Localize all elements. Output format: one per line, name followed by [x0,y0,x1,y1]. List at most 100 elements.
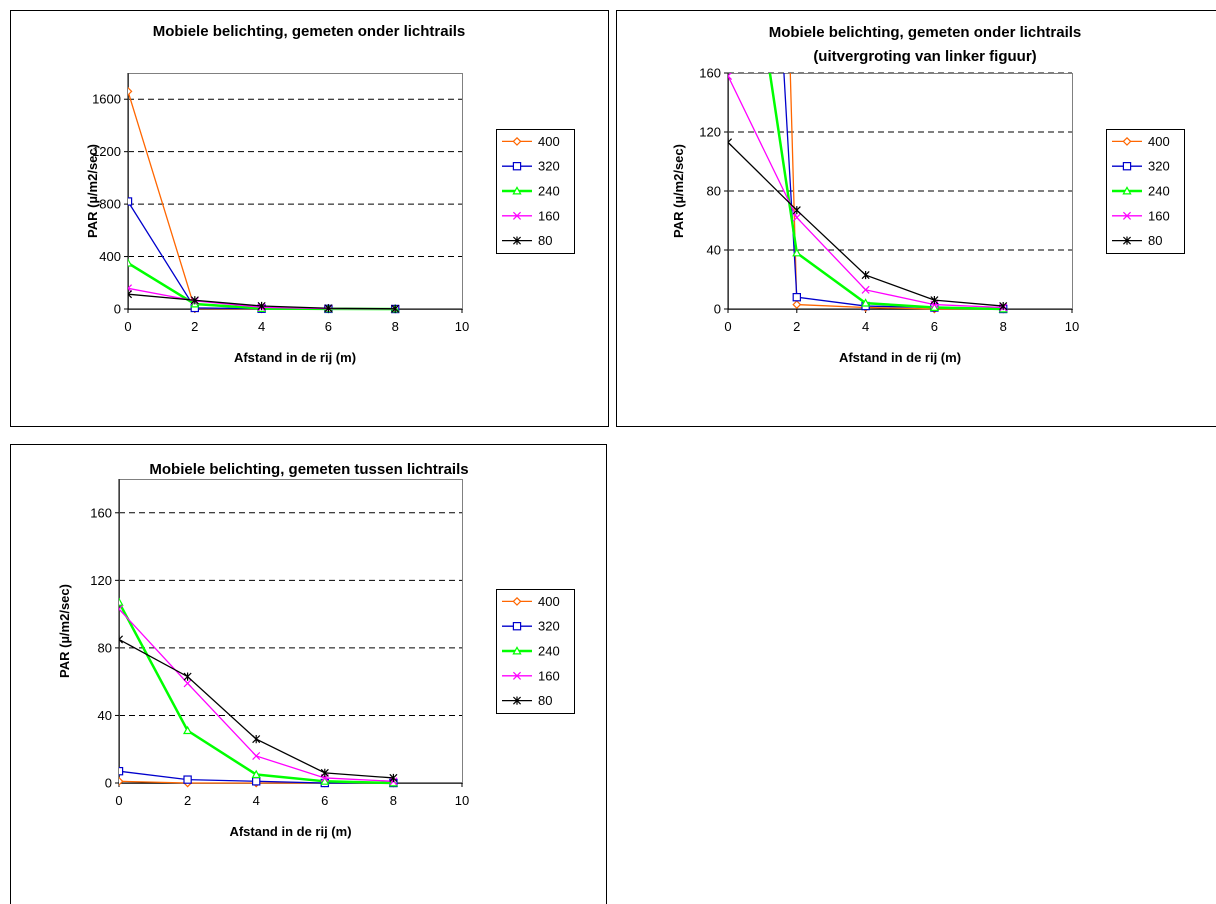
legend-label: 80 [538,693,552,708]
data-point [128,290,133,299]
legend-marker [512,671,522,680]
legend-label: 400 [538,134,560,149]
legend-marker [1122,162,1132,171]
data-point [128,284,133,293]
legend-marker [512,136,522,146]
chart-subtitle: (uitvergroting van linker figuur) [813,48,1036,65]
y-tick-label: 0 [714,302,721,317]
legend-marker [512,211,522,220]
y-tick-label: 1600 [92,92,121,107]
data-point [391,304,400,313]
legend-label: 80 [538,233,552,248]
data-point [320,768,329,777]
legend-label: 400 [1148,134,1170,149]
series-group [119,597,399,788]
data-point [320,776,330,785]
data-point [324,304,333,313]
legend-marker [512,186,522,195]
y-tick-label: 1200 [92,144,121,159]
data-point [999,301,1008,311]
data-point [257,301,266,311]
x-tick-label: 0 [124,319,131,334]
legend-label: 240 [538,184,560,199]
gridlines [119,512,462,716]
legend-marker [1122,136,1132,146]
data-point [128,86,133,96]
legend-marker [1122,186,1132,195]
data-point [792,206,801,215]
x-tick-label: 6 [325,319,332,334]
data-point [792,293,802,302]
legend-label: 320 [1148,159,1170,174]
legend-marker [1122,211,1132,220]
data-point [252,751,261,761]
legend-marker [512,696,522,705]
y-tick-label: 800 [99,197,121,212]
y-axis-label: PAR (µ/m2/sec) [57,584,72,678]
chart-title: Mobiele belichting, gemeten onder lichtr… [153,23,466,40]
series-80 [728,138,1008,311]
data-point [119,597,124,606]
x-tick-label: 8 [392,319,399,334]
series-group [128,86,400,314]
legend-marker [512,596,522,606]
data-point [728,73,733,80]
legend-label: 80 [1148,233,1162,248]
legend-label: 320 [538,619,560,634]
x-tick-label: 10 [455,793,469,808]
chart-2: Mobiele belichting, gemeten onder lichtr… [616,10,1216,427]
legend-label: 160 [538,668,560,683]
x-axis-label: Afstand in de rij (m) [839,350,961,365]
y-tick-label: 40 [98,708,112,723]
x-tick-label: 8 [1000,319,1007,334]
legend-marker [512,646,522,655]
x-tick-label: 0 [115,793,122,808]
data-point [119,776,124,786]
data-point [119,605,124,614]
legend-label: 160 [1148,208,1170,223]
x-tick-label: 8 [390,793,397,808]
legend-marker [512,236,522,245]
chart-1: Mobiele belichting, gemeten onder lichtr… [10,10,609,427]
series-80 [128,290,400,313]
data-point [252,734,261,744]
y-axis-label: PAR (µ/m2/sec) [671,144,686,238]
x-tick-label: 10 [455,319,469,334]
x-tick-label: 2 [793,319,800,334]
x-tick-label: 0 [724,319,731,334]
legend-label: 400 [538,594,560,609]
legend-label: 160 [538,208,560,223]
data-point [861,270,870,280]
y-tick-label: 0 [114,302,121,317]
legend-marker [512,621,522,631]
x-axis-label: Afstand in de rij (m) [229,824,351,839]
legend: 400 320 240 160 80 [496,589,575,714]
chart-3: Mobiele belichting, gemeten tussen licht… [10,444,607,904]
data-point [128,197,133,206]
data-point [183,672,192,681]
series-240 [119,597,399,787]
data-point [119,766,124,776]
chart-title: Mobiele belichting, gemeten tussen licht… [149,461,468,478]
data-point [930,296,939,305]
x-tick-label: 4 [253,793,260,808]
series-80 [119,635,398,783]
x-axis-label: Afstand in de rij (m) [234,350,356,365]
legend-label: 240 [538,644,560,659]
y-tick-label: 80 [98,640,112,655]
data-point [861,285,870,294]
x-tick-label: 2 [184,793,191,808]
y-tick-label: 80 [707,184,721,199]
legend: 400 320 240 160 80 [496,129,575,254]
y-tick-label: 400 [99,249,121,264]
data-point [128,258,133,267]
data-point [190,296,199,305]
x-tick-label: 6 [931,319,938,334]
y-tick-label: 0 [105,776,112,791]
data-point [252,777,261,786]
x-tick-label: 10 [1065,319,1079,334]
y-tick-label: 40 [707,243,721,258]
data-point [792,248,802,257]
legend-label: 320 [538,159,560,174]
